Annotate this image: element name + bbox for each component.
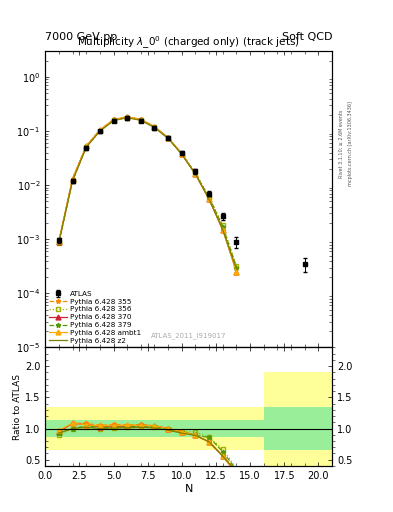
Pythia 6.428 z2 xyxy=(57,239,61,245)
Pythia 6.428 z2 xyxy=(207,196,211,202)
Pythia 6.428 379 xyxy=(57,239,61,245)
Pythia 6.428 370 xyxy=(84,143,88,150)
Pythia 6.428 z2 xyxy=(193,171,198,177)
Pythia 6.428 356 xyxy=(97,128,102,134)
Pythia 6.428 356 xyxy=(166,135,171,141)
Pythia 6.428 379 xyxy=(125,114,130,120)
Pythia 6.428 356 xyxy=(152,124,157,130)
Pythia 6.428 356 xyxy=(125,115,130,121)
Pythia 6.428 370 xyxy=(193,171,198,177)
Pythia 6.428 370 xyxy=(70,176,75,182)
Pythia 6.428 356 xyxy=(84,144,88,151)
Pythia 6.428 ambt1 xyxy=(111,117,116,123)
Pythia 6.428 ambt1 xyxy=(57,238,61,244)
Pythia 6.428 379 xyxy=(97,127,102,134)
Pythia 6.428 370 xyxy=(111,117,116,123)
Pythia 6.428 z2 xyxy=(220,227,225,233)
Pythia 6.428 z2 xyxy=(70,178,75,184)
Line: Pythia 6.428 356: Pythia 6.428 356 xyxy=(57,115,239,268)
Pythia 6.428 ambt1 xyxy=(180,151,184,157)
Pythia 6.428 379 xyxy=(207,194,211,200)
Pythia 6.428 356 xyxy=(111,117,116,123)
Pythia 6.428 370 xyxy=(166,135,171,141)
Pythia 6.428 370 xyxy=(207,196,211,202)
Pythia 6.428 ambt1 xyxy=(166,135,171,141)
Pythia 6.428 355 xyxy=(166,135,171,141)
Line: Pythia 6.428 370: Pythia 6.428 370 xyxy=(57,115,239,274)
Pythia 6.428 ambt1 xyxy=(125,114,130,120)
Pythia 6.428 z2 xyxy=(152,124,157,131)
Pythia 6.428 379 xyxy=(152,124,157,130)
Pythia 6.428 356 xyxy=(180,151,184,157)
Pythia 6.428 370 xyxy=(97,127,102,134)
Text: Rivet 3.1.10; ≥ 2.6M events: Rivet 3.1.10; ≥ 2.6M events xyxy=(339,109,344,178)
Pythia 6.428 356 xyxy=(220,222,225,228)
Pythia 6.428 356 xyxy=(193,169,198,176)
Pythia 6.428 379 xyxy=(138,117,143,123)
Line: Pythia 6.428 ambt1: Pythia 6.428 ambt1 xyxy=(57,114,239,274)
Pythia 6.428 z2 xyxy=(111,118,116,124)
Pythia 6.428 ambt1 xyxy=(152,124,157,130)
Pythia 6.428 ambt1 xyxy=(84,143,88,150)
Pythia 6.428 355 xyxy=(57,239,61,245)
Pythia 6.428 370 xyxy=(125,114,130,120)
Pythia 6.428 379 xyxy=(70,178,75,184)
Pythia 6.428 379 xyxy=(166,135,171,141)
Pythia 6.428 ambt1 xyxy=(70,176,75,182)
Pythia 6.428 379 xyxy=(193,171,198,177)
Line: Pythia 6.428 z2: Pythia 6.428 z2 xyxy=(59,118,237,269)
Pythia 6.428 355 xyxy=(70,176,75,182)
Pythia 6.428 379 xyxy=(84,144,88,150)
Pythia 6.428 355 xyxy=(152,124,157,130)
Text: Soft QCD: Soft QCD xyxy=(282,32,332,42)
Pythia 6.428 z2 xyxy=(125,115,130,121)
Pythia 6.428 356 xyxy=(138,117,143,123)
Text: mcplots.cern.ch [arXiv:1306.3436]: mcplots.cern.ch [arXiv:1306.3436] xyxy=(348,101,353,186)
Text: 7000 GeV pp: 7000 GeV pp xyxy=(45,32,118,42)
Pythia 6.428 356 xyxy=(70,178,75,184)
Pythia 6.428 355 xyxy=(234,265,239,271)
Pythia 6.428 370 xyxy=(180,151,184,157)
Pythia 6.428 355 xyxy=(125,114,130,120)
Pythia 6.428 379 xyxy=(220,224,225,230)
Pythia 6.428 370 xyxy=(234,269,239,275)
Pythia 6.428 379 xyxy=(234,265,239,271)
Pythia 6.428 ambt1 xyxy=(193,171,198,177)
Pythia 6.428 379 xyxy=(111,117,116,123)
Pythia 6.428 ambt1 xyxy=(97,127,102,133)
Pythia 6.428 356 xyxy=(207,194,211,200)
Pythia 6.428 ambt1 xyxy=(207,196,211,202)
Pythia 6.428 355 xyxy=(207,196,211,202)
Pythia 6.428 370 xyxy=(138,117,143,123)
Line: Pythia 6.428 379: Pythia 6.428 379 xyxy=(57,115,239,270)
Pythia 6.428 356 xyxy=(57,240,61,246)
Pythia 6.428 355 xyxy=(138,116,143,122)
X-axis label: N: N xyxy=(184,483,193,494)
Line: Pythia 6.428 355: Pythia 6.428 355 xyxy=(57,114,239,270)
Pythia 6.428 355 xyxy=(97,127,102,133)
Pythia 6.428 355 xyxy=(111,116,116,122)
Pythia 6.428 z2 xyxy=(180,152,184,158)
Title: Multiplicity $\lambda\_0^0$ (charged only) (track jets): Multiplicity $\lambda\_0^0$ (charged onl… xyxy=(77,34,300,51)
Pythia 6.428 ambt1 xyxy=(234,269,239,275)
Text: ATLAS_2011_I919017: ATLAS_2011_I919017 xyxy=(151,332,226,338)
Pythia 6.428 355 xyxy=(193,171,198,177)
Pythia 6.428 379 xyxy=(180,151,184,157)
Pythia 6.428 z2 xyxy=(234,266,239,272)
Pythia 6.428 z2 xyxy=(166,135,171,141)
Pythia 6.428 z2 xyxy=(97,128,102,134)
Pythia 6.428 ambt1 xyxy=(138,117,143,123)
Pythia 6.428 355 xyxy=(220,227,225,233)
Pythia 6.428 370 xyxy=(152,124,157,130)
Pythia 6.428 355 xyxy=(180,151,184,157)
Pythia 6.428 356 xyxy=(234,263,239,269)
Pythia 6.428 z2 xyxy=(84,144,88,151)
Legend: ATLAS, Pythia 6.428 355, Pythia 6.428 356, Pythia 6.428 370, Pythia 6.428 379, P: ATLAS, Pythia 6.428 355, Pythia 6.428 35… xyxy=(47,288,143,346)
Pythia 6.428 ambt1 xyxy=(220,227,225,233)
Pythia 6.428 355 xyxy=(84,143,88,149)
Pythia 6.428 370 xyxy=(57,239,61,245)
Pythia 6.428 z2 xyxy=(138,117,143,123)
Pythia 6.428 370 xyxy=(220,227,225,233)
Y-axis label: Ratio to ATLAS: Ratio to ATLAS xyxy=(13,374,22,440)
